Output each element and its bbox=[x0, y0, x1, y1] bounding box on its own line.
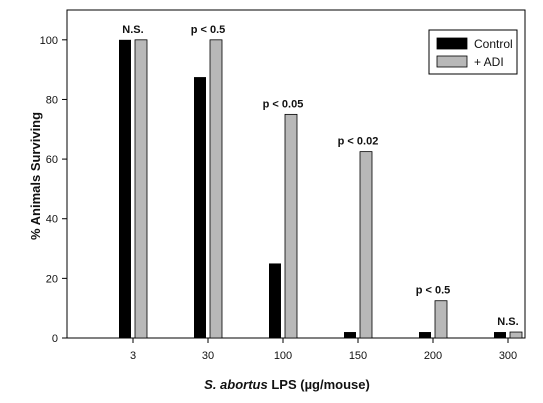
legend-swatch-adi bbox=[436, 55, 468, 68]
x-axis-title-italic: S. abortus bbox=[204, 377, 268, 392]
significance-label: p < 0.5 bbox=[416, 285, 451, 297]
bar-adi bbox=[509, 331, 523, 339]
bar-control bbox=[419, 332, 431, 338]
legend: Control + ADI bbox=[428, 29, 518, 75]
bar-adi bbox=[134, 39, 148, 339]
bar-adi bbox=[434, 300, 448, 339]
y-axis-title: % Animals Surviving bbox=[28, 112, 43, 240]
x-axis-title: S. abortus LPS (µg/mouse) bbox=[204, 377, 370, 392]
x-tick-label: 300 bbox=[499, 350, 517, 362]
legend-swatch-control bbox=[436, 37, 468, 50]
x-tick-label: 150 bbox=[349, 350, 367, 362]
y-tick-label: 100 bbox=[40, 35, 58, 47]
bar-control bbox=[269, 263, 281, 338]
y-tick-label: 0 bbox=[52, 333, 58, 345]
significance-label: p < 0.02 bbox=[338, 136, 379, 148]
bar-control bbox=[119, 39, 131, 339]
bar-adi bbox=[284, 113, 298, 339]
bar-control bbox=[194, 77, 206, 338]
bar-adi bbox=[209, 39, 223, 339]
y-tick-label: 20 bbox=[46, 273, 58, 285]
bar-control bbox=[494, 332, 506, 338]
y-tick-label: 40 bbox=[46, 214, 58, 226]
bar-control bbox=[344, 332, 356, 338]
y-tick-label: 60 bbox=[46, 154, 58, 166]
x-tick-label: 3 bbox=[130, 350, 136, 362]
x-axis: 3 30 100 150 200 300 bbox=[130, 338, 517, 362]
bars bbox=[119, 39, 523, 339]
significance-label: p < 0.5 bbox=[191, 24, 226, 36]
x-tick-label: 100 bbox=[274, 350, 292, 362]
significance-label: N.S. bbox=[122, 24, 143, 36]
y-tick-label: 80 bbox=[46, 94, 58, 106]
legend-label-control: Control bbox=[474, 37, 513, 51]
x-axis-title-rest: LPS (µg/mouse) bbox=[268, 377, 370, 392]
x-tick-label: 30 bbox=[202, 350, 214, 362]
legend-label-adi: + ADI bbox=[474, 55, 504, 69]
x-tick-label: 200 bbox=[424, 350, 442, 362]
significance-annotations: N.S. p < 0.5 p < 0.05 p < 0.02 p < 0.5 N.S. bbox=[122, 24, 518, 328]
significance-label: N.S. bbox=[497, 316, 518, 328]
significance-label: p < 0.05 bbox=[263, 98, 304, 110]
bar-adi bbox=[359, 151, 373, 339]
y-axis: 0 20 40 60 80 100 bbox=[40, 35, 67, 345]
